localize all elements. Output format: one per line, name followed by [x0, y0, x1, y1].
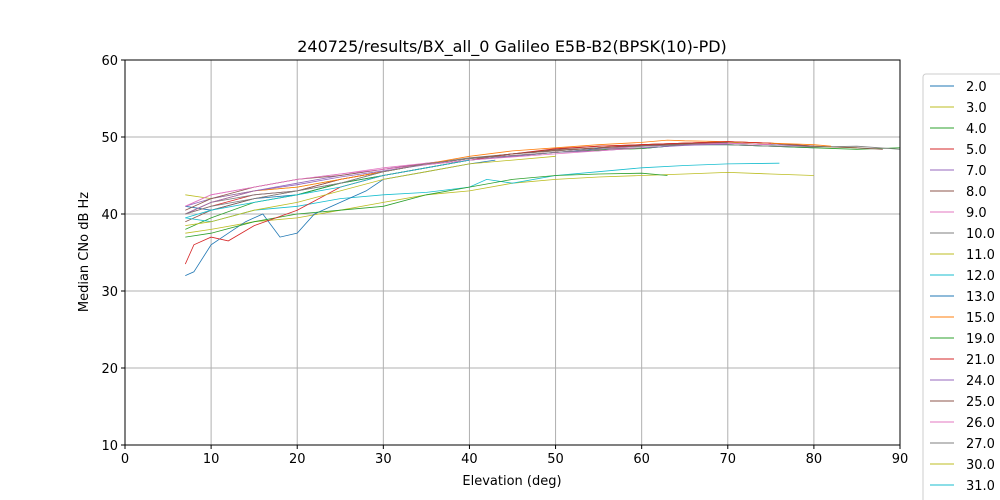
y-axis: 10 20 30 40 50 60 — [101, 54, 125, 454]
legend-label-9.0: 9.0 — [966, 206, 987, 221]
legend-entries: 2.0 3.0 4.0 5.0 7.0 8.0 9.0 10.0 11.0 12.0 13.0 15.… — [930, 80, 995, 494]
y-tick-label: 50 — [101, 131, 118, 146]
x-axis-label: Elevation (deg) — [462, 474, 561, 489]
y-tick-label: 20 — [101, 362, 118, 377]
x-tick-label: 60 — [633, 452, 650, 467]
legend-label-13.0: 13.0 — [966, 290, 995, 305]
plot-area-frame — [124, 59, 901, 446]
legend-label-26.0: 26.0 — [966, 416, 995, 431]
series-line-30.0 — [185, 155, 556, 226]
legend-label-7.0: 7.0 — [966, 164, 987, 179]
series-line-26.0 — [185, 147, 642, 207]
legend-label-21.0: 21.0 — [966, 353, 995, 368]
legend-label-31.0: 31.0 — [966, 479, 995, 494]
legend-label-11.0: 11.0 — [966, 248, 995, 263]
y-tick-label: 60 — [101, 54, 118, 69]
legend-label-25.0: 25.0 — [966, 395, 995, 410]
legend-label-5.0: 5.0 — [966, 143, 987, 158]
legend-label-27.0: 27.0 — [966, 437, 995, 452]
legend-label-19.0: 19.0 — [966, 332, 995, 347]
y-tick-label: 30 — [101, 285, 118, 300]
legend-frame — [922, 73, 1000, 500]
legend: 2.0 3.0 4.0 5.0 7.0 8.0 9.0 10.0 11.0 12.0 13.0 15.… — [922, 73, 1000, 500]
x-tick-label: 80 — [806, 452, 823, 467]
series-line-19.0 — [185, 172, 668, 238]
y-tick-label: 10 — [101, 439, 118, 454]
series-line-27.0 — [185, 147, 642, 215]
y-axis-label: Median CNo dB Hz — [77, 192, 92, 312]
series-lines — [184, 139, 901, 276]
legend-label-15.0: 15.0 — [966, 311, 995, 326]
series-line-11.0 — [185, 171, 814, 234]
legend-label-24.0: 24.0 — [966, 374, 995, 389]
y-tick-label: 40 — [101, 208, 118, 223]
legend-label-3.0: 3.0 — [966, 101, 987, 116]
chart-title: 240725/results/BX_all_0 Galileo E5B-B2(B… — [297, 37, 727, 57]
x-tick-label: 90 — [892, 452, 909, 467]
legend-label-30.0: 30.0 — [966, 458, 995, 473]
x-tick-label: 30 — [375, 452, 392, 467]
legend-label-8.0: 8.0 — [966, 185, 987, 200]
x-tick-label: 40 — [461, 452, 478, 467]
legend-label-2.0: 2.0 — [966, 80, 987, 95]
x-tick-label: 20 — [289, 452, 306, 467]
legend-label-4.0: 4.0 — [966, 122, 987, 137]
x-tick-label: 0 — [121, 452, 129, 467]
series-line-12.0 — [185, 162, 780, 223]
legend-label-10.0: 10.0 — [966, 227, 995, 242]
series-line-31.0 — [185, 159, 470, 219]
x-tick-label: 50 — [547, 452, 564, 467]
legend-label-12.0: 12.0 — [966, 269, 995, 284]
x-tick-label: 70 — [720, 452, 737, 467]
x-tick-label: 10 — [203, 452, 220, 467]
x-axis: 0 10 20 30 40 50 60 70 80 90 — [121, 445, 908, 467]
